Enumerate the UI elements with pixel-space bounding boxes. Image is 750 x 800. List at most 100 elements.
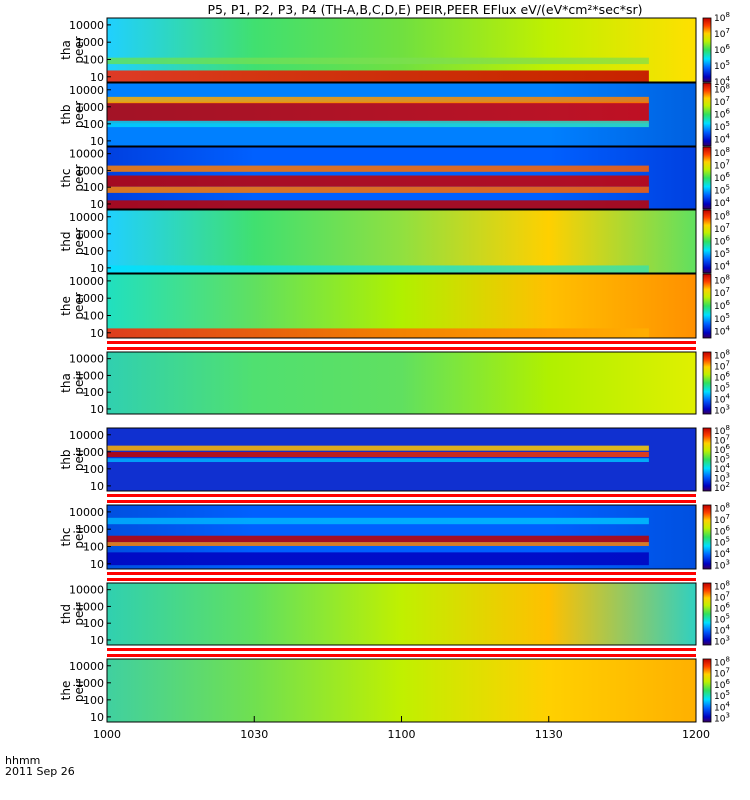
spectrogram-band [107, 101, 649, 124]
spectrogram-image [107, 352, 696, 414]
colorbar-tick-label: 108 [714, 348, 730, 361]
colorbar-tick-label: 105 [714, 183, 730, 196]
y-tick-label: 10 [90, 480, 104, 493]
y-tick-label: 10 [90, 634, 104, 647]
y-tick-label: 10000 [69, 148, 104, 161]
colorbar [702, 582, 712, 646]
colorbar-tick-label: 105 [714, 312, 730, 325]
spectrogram-band [107, 458, 649, 463]
colorbar-tick-label: 108 [714, 146, 730, 159]
colorbar-tick-label: 106 [714, 235, 730, 248]
y-axis-probe-label: thc [59, 169, 73, 188]
y-tick-label: 10 [90, 558, 104, 571]
colorbar-tick-label: 104 [714, 547, 730, 560]
colorbar-tick-label: 108 [714, 501, 730, 514]
colorbar-tick-label: 105 [714, 247, 730, 260]
y-tick-label: 10000 [69, 584, 104, 597]
spectrogram-band [107, 186, 649, 193]
y-tick-label: 1000 [76, 36, 104, 49]
y-tick-label: 100 [83, 386, 104, 399]
panel-separator [107, 654, 696, 657]
panel-frame [106, 17, 697, 83]
y-tick-label: 10000 [69, 506, 104, 519]
x-tick-label: 1030 [240, 728, 268, 741]
y-axis-probe-label: tha [59, 40, 73, 60]
spectrogram-band [107, 328, 649, 338]
panel-frame [106, 82, 697, 147]
date-label: 2011 Sep 26 [5, 765, 75, 778]
y-tick-label: 10 [90, 135, 104, 148]
spectrogram-band [107, 552, 649, 566]
colorbar-tick-label: 107 [714, 159, 730, 172]
y-tick-label: 1000 [76, 600, 104, 613]
colorbar-tick-label: 103 [714, 472, 730, 485]
panel-frame [106, 351, 697, 415]
y-axis-species-label: peer [72, 164, 86, 191]
y-tick-label: 10 [90, 711, 104, 724]
spectrogram-band [107, 200, 649, 209]
colorbar-tick-label: 107 [714, 667, 730, 680]
y-tick-label: 100 [83, 53, 104, 66]
figure-title: P5, P1, P2, P3, P4 (TH-A,B,C,D,E) PEIR,P… [207, 2, 642, 17]
colorbar-tick-label: 104 [714, 624, 730, 637]
spectrogram-image [107, 659, 696, 722]
colorbar-tick-label: 104 [714, 700, 730, 713]
panel-separator [107, 500, 696, 503]
colorbar-tick-label: 106 [714, 524, 730, 537]
colorbar-tick-label: 107 [714, 27, 730, 40]
y-tick-label: 10000 [69, 353, 104, 366]
spectrogram-band [107, 120, 649, 128]
colorbar-tick-label: 106 [714, 601, 730, 614]
y-tick-label: 10000 [69, 275, 104, 288]
y-tick-label: 100 [83, 245, 104, 258]
y-axis-species-label: peir [72, 371, 86, 394]
panel-separator [107, 494, 696, 497]
colorbar [702, 17, 712, 83]
colorbar-tick-label: 107 [714, 286, 730, 299]
spectrogram-band [107, 57, 649, 65]
spectrogram-band [107, 445, 649, 451]
y-tick-label: 1000 [76, 369, 104, 382]
colorbar-tick-label: 108 [714, 273, 730, 286]
panel-frame [106, 209, 697, 274]
y-axis-species-label: peer [72, 292, 86, 319]
spectrogram-band [107, 165, 649, 172]
colorbar-tick-label: 106 [714, 108, 730, 121]
colorbar-tick-label: 105 [714, 59, 730, 72]
colorbar-tick-label: 107 [714, 359, 730, 372]
panel-separator [107, 572, 696, 575]
y-tick-label: 10000 [69, 211, 104, 224]
y-tick-label: 1000 [76, 292, 104, 305]
panel-tha-peer: 10 100 1000 10000 tha peer 104 105 106 107 108 [59, 11, 730, 88]
y-axis-species-label: peer [72, 101, 86, 128]
colorbar-tick-label: 105 [714, 536, 730, 549]
spectrogram-band [107, 96, 649, 104]
colorbar-tick-label: 104 [714, 462, 730, 475]
y-axis-probe-label: the [59, 681, 73, 701]
y-tick-label: 100 [83, 181, 104, 194]
y-tick-label: 100 [83, 540, 104, 553]
y-tick-label: 10 [90, 327, 104, 340]
y-tick-label: 10000 [69, 19, 104, 32]
y-tick-label: 100 [83, 118, 104, 131]
y-tick-label: 10 [90, 198, 104, 211]
y-tick-label: 100 [83, 694, 104, 707]
y-tick-label: 100 [83, 617, 104, 630]
spectrogram-band [107, 517, 649, 525]
colorbar-tick-label: 108 [714, 424, 730, 437]
colorbar-tick-label: 107 [714, 513, 730, 526]
colorbar-tick-label: 105 [714, 120, 730, 133]
colorbar-tick-label: 104 [714, 325, 730, 338]
colorbar-tick-label: 105 [714, 453, 730, 466]
x-tick-label: 1100 [388, 728, 416, 741]
colorbar-tick-label: 108 [714, 82, 730, 95]
colorbar [702, 82, 712, 147]
colorbar [702, 209, 712, 274]
y-axis-probe-label: thd [59, 232, 73, 252]
panel-thb-peir: 10 100 1000 10000 thb peir 1021031041051061071… [59, 424, 730, 503]
